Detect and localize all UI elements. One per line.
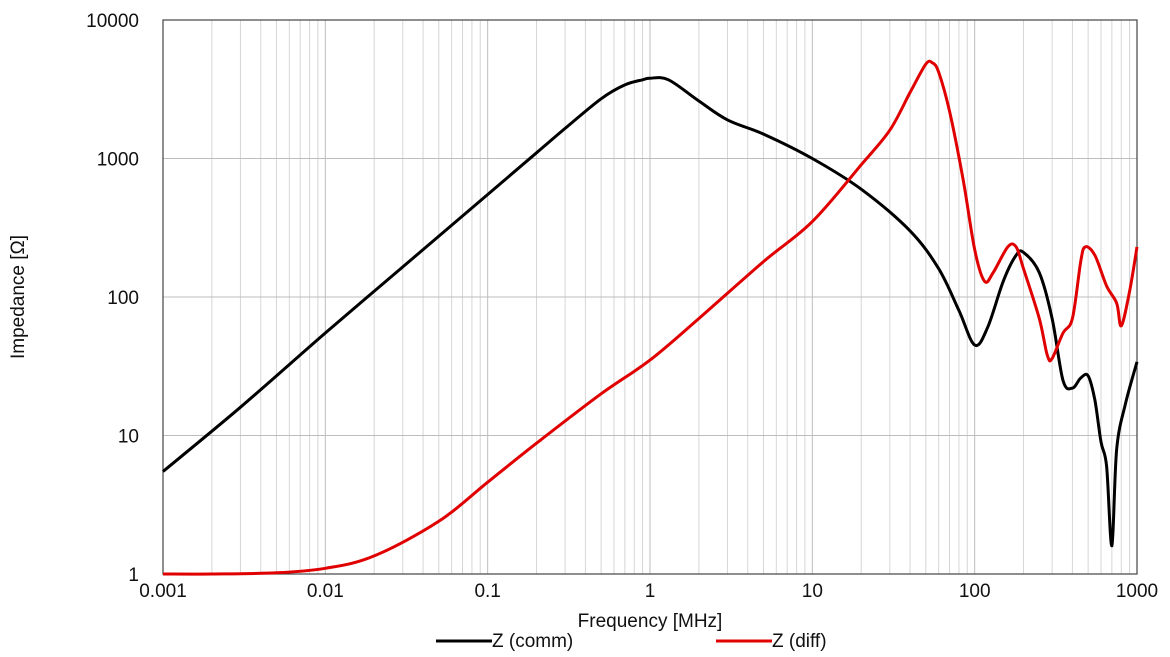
y-tick-label: 10 [118, 427, 139, 448]
y-tick-label: 100 [107, 288, 139, 309]
y-tick-label: 1 [128, 565, 139, 586]
y-tick-labels: 1 10 100 1000 10000 [86, 11, 139, 586]
x-tick-label: 0.1 [474, 581, 500, 602]
x-tick-label: 1000 [1116, 581, 1158, 602]
x-tick-label: 0.001 [139, 581, 187, 602]
legend-label: Z (diff) [772, 631, 827, 652]
y-tick-label: 1000 [97, 150, 139, 171]
x-tick-label: 0.01 [307, 581, 344, 602]
x-tick-label: 1 [645, 581, 656, 602]
legend-label: Z (comm) [492, 631, 573, 652]
legend: Z (comm) Z (diff) [436, 631, 827, 652]
grid [162, 19, 1137, 575]
y-tick-label: 10000 [86, 11, 139, 32]
series-layer [162, 59, 1139, 576]
x-tick-label: 10 [802, 581, 823, 602]
plot-frame [162, 19, 1138, 575]
x-tick-label: 100 [959, 581, 991, 602]
x-tick-labels: 0.001 0.01 0.1 1 10 100 1000 [139, 581, 1158, 602]
series-line-z-diff [162, 59, 1139, 576]
x-axis-title: Frequency [MHz] [578, 611, 723, 632]
y-axis-title: Impedance [Ω] [8, 235, 29, 359]
series-line-z-comm [162, 76, 1139, 548]
